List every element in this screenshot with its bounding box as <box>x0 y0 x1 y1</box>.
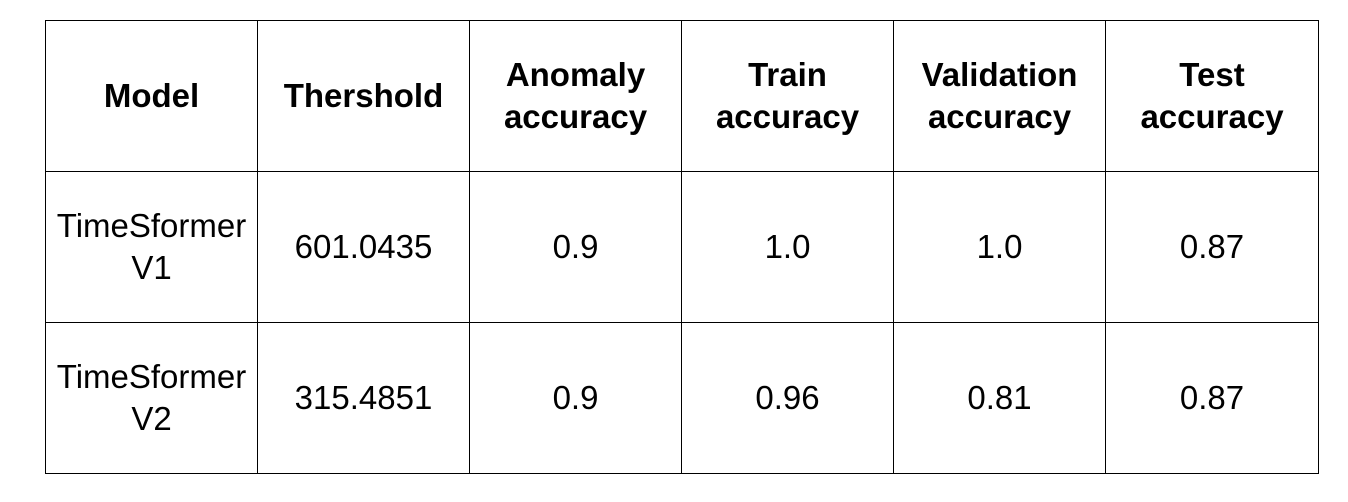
header-anomaly-accuracy-line1: Anomaly <box>505 56 646 93</box>
header-test-accuracy-line1: Test <box>1179 56 1245 93</box>
table-header-row: Model Thershold Anomaly accuracy Train a… <box>45 20 1319 172</box>
header-train-accuracy: Train accuracy <box>681 20 894 172</box>
header-anomaly-accuracy: Anomaly accuracy <box>469 20 682 172</box>
cell-test-accuracy: 0.87 <box>1105 322 1319 474</box>
header-model-label: Model <box>103 77 200 114</box>
header-threshold: Thershold <box>257 20 470 172</box>
cell-threshold: 315.4851 <box>257 322 470 474</box>
cell-train-accuracy: 0.96 <box>681 322 894 474</box>
model-name-line2: V2 <box>131 400 172 437</box>
cell-test-accuracy: 0.87 <box>1105 171 1319 323</box>
cell-anomaly-accuracy: 0.9 <box>469 171 682 323</box>
cell-model: TimeSformer V1 <box>45 171 258 323</box>
cell-anomaly-accuracy: 0.9 <box>469 322 682 474</box>
header-threshold-label: Thershold <box>283 77 444 114</box>
header-validation-accuracy-line2: accuracy <box>927 98 1072 135</box>
header-train-accuracy-line1: Train <box>748 56 827 93</box>
cell-validation-accuracy: 1.0 <box>893 171 1106 323</box>
header-validation-accuracy: Validation accuracy <box>893 20 1106 172</box>
header-validation-accuracy-line1: Validation <box>921 56 1078 93</box>
header-test-accuracy: Test accuracy <box>1105 20 1319 172</box>
cell-threshold: 601.0435 <box>257 171 470 323</box>
table-row: TimeSformer V1 601.0435 0.9 1.0 1.0 0.87 <box>45 171 1319 323</box>
model-name-line1: TimeSformer <box>56 358 247 395</box>
header-model: Model <box>45 20 258 172</box>
cell-validation-accuracy: 0.81 <box>893 322 1106 474</box>
header-train-accuracy-line2: accuracy <box>715 98 860 135</box>
table-row: TimeSformer V2 315.4851 0.9 0.96 0.81 0.… <box>45 322 1319 474</box>
cell-train-accuracy: 1.0 <box>681 171 894 323</box>
cell-model: TimeSformer V2 <box>45 322 258 474</box>
header-anomaly-accuracy-line2: accuracy <box>503 98 648 135</box>
results-table: Model Thershold Anomaly accuracy Train a… <box>45 20 1319 474</box>
header-test-accuracy-line2: accuracy <box>1140 98 1284 135</box>
model-name-line2: V1 <box>131 249 172 286</box>
model-name-line1: TimeSformer <box>56 207 247 244</box>
